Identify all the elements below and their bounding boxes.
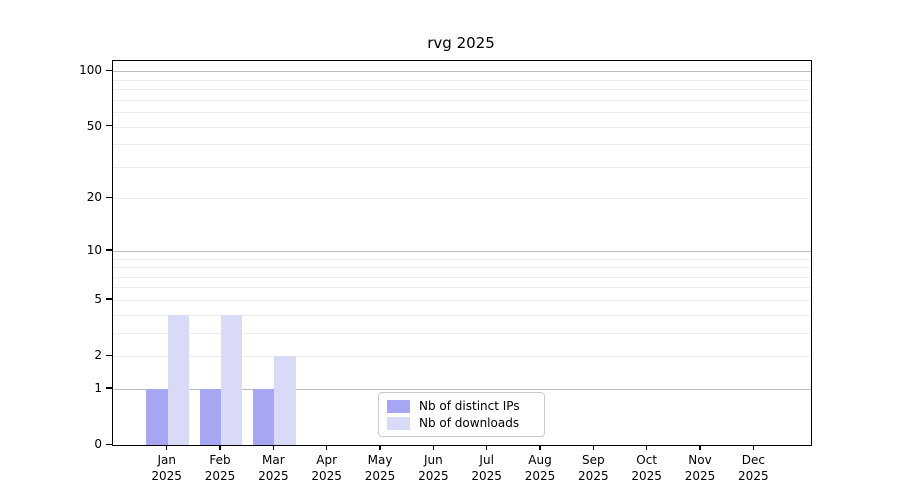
y-tick-mark-100 <box>106 69 112 72</box>
x-tick-month-apr: Apr <box>316 453 338 467</box>
x-tick-mark-nov <box>699 445 701 451</box>
x-tick-month-nov: Nov <box>688 453 712 467</box>
x-tick-mark-may <box>379 445 381 451</box>
legend-row-distinct-ips: Nb of distinct IPs <box>387 399 536 413</box>
gridline-minor-20 <box>113 198 811 200</box>
gridline-minor-60 <box>113 112 811 114</box>
bar-downloads-feb <box>221 314 243 445</box>
y-tick-label-2: 2 <box>94 348 102 363</box>
y-tick-label-100: 100 <box>79 63 102 78</box>
gridline-minor-8 <box>113 267 811 269</box>
y-tick-label-10: 10 <box>86 242 102 257</box>
y-tick-mark-5 <box>106 298 112 300</box>
gridline-minor-70 <box>113 99 811 101</box>
x-tick-month-aug: Aug <box>528 453 552 467</box>
y-tick-mark-50 <box>106 125 112 127</box>
gridline-minor-50 <box>113 126 811 128</box>
y-tick-mark-20 <box>106 196 112 199</box>
x-tick-year-oct: 2025 <box>631 469 662 483</box>
y-tick-label-20: 20 <box>86 190 102 205</box>
x-tick-month-may: May <box>367 453 393 467</box>
gridline-major-100 <box>113 71 811 73</box>
y-tick-label-1: 1 <box>94 380 102 395</box>
legend-label-distinct-ips: Nb of distinct IPs <box>419 399 520 413</box>
x-tick-mark-apr <box>326 445 328 451</box>
bar-downloads-jan <box>167 314 189 445</box>
x-tick-year-jan: 2025 <box>151 469 182 483</box>
x-tick-mark-sep <box>592 445 594 451</box>
gridline-minor-9 <box>113 258 811 260</box>
legend-swatch-downloads <box>387 416 410 430</box>
x-tick-month-dec: Dec <box>741 453 765 467</box>
gridline-major-1 <box>113 388 811 390</box>
x-tick-year-jul: 2025 <box>471 469 502 483</box>
x-tick-label-jun: Jun 2025 <box>405 452 461 484</box>
x-tick-mark-mar <box>272 445 274 451</box>
plot-area <box>112 60 812 446</box>
x-tick-label-aug: Aug 2025 <box>512 452 568 484</box>
x-tick-year-dec: 2025 <box>738 469 769 483</box>
y-tick-mark-1 <box>106 387 112 389</box>
x-tick-year-apr: 2025 <box>311 469 342 483</box>
legend-swatch-distinct-ips <box>387 399 410 413</box>
x-tick-year-may: 2025 <box>364 469 396 483</box>
x-tick-label-dec: Dec 2025 <box>725 452 781 484</box>
x-tick-month-jun: Jun <box>423 453 443 467</box>
x-tick-mark-jun <box>432 445 434 451</box>
y-tick-label-0: 0 <box>94 437 102 451</box>
legend: Nb of distinct IPs Nb of downloads <box>378 392 545 437</box>
x-tick-mark-aug <box>539 445 541 451</box>
gridline-major-10 <box>113 250 811 252</box>
x-tick-label-sep: Sep 2025 <box>565 452 621 484</box>
y-tick-label-5: 5 <box>94 291 102 306</box>
x-tick-label-oct: Oct 2025 <box>619 452 675 484</box>
gridline-minor-40 <box>113 144 811 146</box>
x-tick-label-apr: Apr 2025 <box>299 452 355 484</box>
x-tick-year-nov: 2025 <box>684 469 716 483</box>
x-tick-year-jun: 2025 <box>418 469 449 483</box>
y-tick-label-50: 50 <box>86 118 102 133</box>
gridline-minor-90 <box>113 79 811 81</box>
x-tick-label-mar: Mar 2025 <box>245 452 301 484</box>
x-tick-month-mar: Mar <box>262 453 285 467</box>
chart-title: rvg 2025 <box>427 34 495 52</box>
x-tick-mark-oct <box>646 445 648 451</box>
x-tick-mark-jan <box>166 445 168 451</box>
gridline-minor-6 <box>113 287 811 289</box>
gridline-minor-3 <box>113 332 811 334</box>
legend-row-downloads: Nb of downloads <box>387 416 536 430</box>
legend-label-downloads: Nb of downloads <box>419 416 520 430</box>
y-tick-mark-2 <box>106 354 112 356</box>
gridline-minor-2 <box>113 356 811 358</box>
x-tick-label-may: May 2025 <box>352 452 408 484</box>
gridline-minor-4 <box>113 314 811 316</box>
x-tick-label-feb: Feb 2025 <box>192 452 248 484</box>
x-tick-year-aug: 2025 <box>524 469 556 483</box>
y-tick-mark-10 <box>106 249 112 251</box>
x-tick-month-sep: Sep <box>582 453 605 467</box>
y-tick-mark-0 <box>106 443 112 445</box>
gridline-minor-5 <box>113 299 811 301</box>
x-tick-month-feb: Feb <box>209 453 231 467</box>
x-tick-mark-jul <box>486 445 488 451</box>
x-tick-label-jul: Jul 2025 <box>459 452 515 484</box>
x-tick-month-jan: Jan <box>157 453 176 467</box>
gridline-minor-7 <box>113 276 811 278</box>
bar-distinct-ips-jan <box>146 388 168 445</box>
x-tick-label-nov: Nov 2025 <box>672 452 728 484</box>
gridline-minor-30 <box>113 166 811 168</box>
x-tick-mark-dec <box>752 445 754 451</box>
x-tick-year-sep: 2025 <box>578 469 609 483</box>
bar-distinct-ips-feb <box>199 388 222 445</box>
bar-distinct-ips-mar <box>253 388 275 445</box>
x-tick-label-jan: Jan 2025 <box>139 452 195 484</box>
gridline-minor-80 <box>113 89 811 91</box>
x-tick-year-feb: 2025 <box>204 469 236 483</box>
x-tick-month-jul: Jul <box>479 453 494 467</box>
x-tick-month-oct: Oct <box>636 453 658 467</box>
bar-downloads-mar <box>274 356 296 445</box>
x-tick-year-mar: 2025 <box>258 469 289 483</box>
x-tick-mark-feb <box>219 445 221 451</box>
